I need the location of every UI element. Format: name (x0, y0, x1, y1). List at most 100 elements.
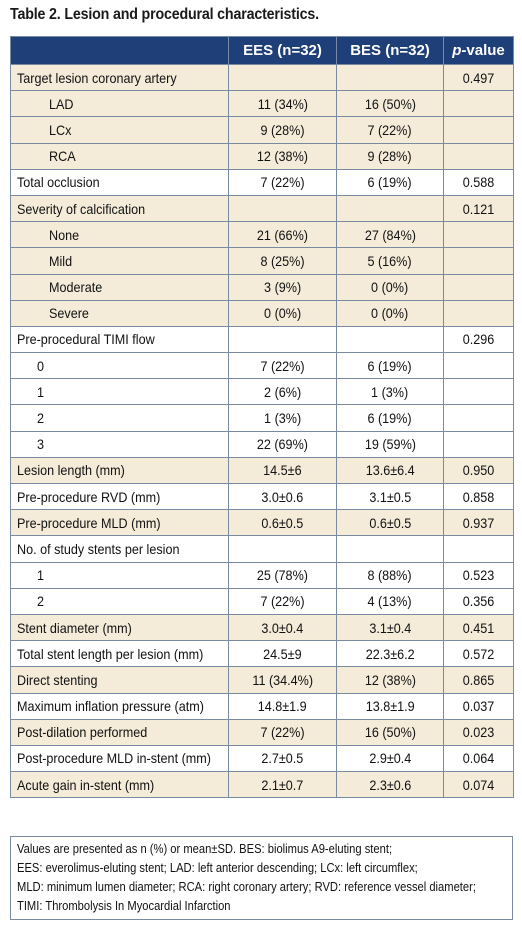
cell-ees-text: 25 (78%) (256, 567, 309, 584)
table-body: Target lesion coronary artery 0.497 LAD 11 … (10, 63, 514, 799)
row-label: Acute gain in-stent (mm) (10, 771, 229, 799)
cell-p-value: 0.023 (443, 718, 514, 746)
cell-bes: 13.6±6.4 (336, 456, 444, 485)
cell-bes-text: 27 (84%) (364, 226, 416, 243)
row-label: Stent diameter (mm) (10, 613, 229, 642)
row-label-text: Total stent length per lesion (mm) (17, 645, 204, 662)
cell-ees-text: 2.1±0.7 (261, 776, 304, 793)
cell-p-value-text: 0.121 (462, 200, 495, 217)
row-label-text: LAD (49, 95, 74, 112)
cell-bes (336, 194, 444, 223)
cell-bes-text: 7 (22%) (367, 121, 413, 138)
cell-p-value (443, 247, 514, 275)
row-label-text: Acute gain in-stent (mm) (17, 776, 155, 793)
table-row: Severity of calcification 0.121 (10, 194, 514, 223)
cell-p-value-text: 0.497 (462, 69, 495, 86)
row-label-text: Stent diameter (mm) (17, 619, 132, 636)
cell-bes-text: 0 (0%) (371, 305, 409, 322)
table-row: 1 2 (6%) 1 (3%) (10, 378, 514, 406)
cell-bes-text: 16 (50%) (364, 95, 416, 112)
cell-bes-text: 9 (28%) (367, 148, 413, 165)
cell-p-value (443, 116, 514, 144)
cell-bes: 19 (59%) (336, 430, 444, 458)
cell-bes: 6 (19%) (336, 168, 444, 196)
row-label: 3 (10, 430, 229, 458)
table-row: Direct stenting 11 (34.4%) 12 (38%) 0.865 (10, 666, 514, 694)
row-label-text: 2 (37, 593, 45, 610)
row-label: Lesion length (mm) (10, 456, 229, 485)
table-row: Total occlusion 7 (22%) 6 (19%) 0.588 (10, 168, 514, 196)
cell-p-value: 0.523 (443, 561, 514, 589)
cell-p-value-text: 0.064 (462, 750, 495, 767)
row-label: Pre-procedure MLD (mm) (10, 509, 229, 537)
cell-bes-text: 1 (3%) (371, 383, 409, 400)
table-row: Moderate 3 (9%) 0 (0%) (10, 273, 514, 301)
cell-ees-text: 14.8±1.9 (258, 698, 307, 715)
cell-p-value-text: 0.937 (462, 514, 495, 531)
row-label-text: 2 (37, 410, 45, 427)
cell-p-value-text: 0.356 (462, 593, 495, 610)
cell-bes: 6 (19%) (336, 352, 444, 380)
cell-p-value: 0.356 (443, 587, 514, 615)
cell-ees: 3.0±0.6 (228, 482, 337, 511)
cell-ees-text: 7 (22%) (260, 357, 305, 374)
table-footnote: Values are presented as n (%) or mean±SD… (10, 836, 513, 920)
row-label-text: Mild (49, 252, 73, 269)
row-label-text: RCA (49, 148, 76, 165)
table-header-row: EES (n=32) BES (n=32) p-value (10, 36, 514, 65)
table-row: Acute gain in-stent (mm) 2.1±0.7 2.3±0.6 0.… (10, 771, 514, 799)
cell-bes: 3.1±0.4 (336, 613, 444, 642)
cell-ees-text: 1 (3%) (263, 410, 302, 427)
table-row: 2 7 (22%) 4 (13%) 0.356 (10, 587, 514, 615)
cell-bes-text: 4 (13%) (367, 593, 413, 610)
cell-bes-text: 16 (50%) (364, 724, 416, 741)
table-row: Post-dilation performed 7 (22%) 16 (50%) 0.… (10, 718, 514, 746)
cell-bes-text: 6 (19%) (367, 357, 413, 374)
cell-p-value-text: 0.023 (462, 724, 495, 741)
cell-bes: 2.9±0.4 (336, 744, 444, 773)
header-p-value: p-value (443, 36, 514, 65)
cell-ees: 11 (34%) (228, 90, 337, 118)
row-label-text: Pre-procedure MLD (mm) (17, 514, 161, 531)
cell-p-value-text: 0.037 (462, 698, 495, 715)
cell-bes-text: 19 (59%) (364, 436, 416, 453)
cell-ees: 0.6±0.5 (228, 509, 337, 537)
row-label-text: Post-dilation performed (17, 724, 148, 741)
cell-ees-text: 12 (38%) (256, 148, 309, 165)
row-label-text: Target lesion coronary artery (17, 69, 177, 86)
table-row: Pre-procedure MLD (mm) 0.6±0.5 0.6±0.5 0.93… (10, 509, 514, 537)
table-row: None 21 (66%) 27 (84%) (10, 221, 514, 249)
cell-ees: 2.1±0.7 (228, 771, 337, 799)
cell-ees: 0 (0%) (228, 299, 337, 327)
row-label: Moderate (10, 273, 229, 301)
row-label: Severity of calcification (10, 194, 229, 223)
cell-bes-text: 12 (38%) (364, 671, 416, 688)
table-row: Stent diameter (mm) 3.0±0.4 3.1±0.4 0.451 (10, 613, 514, 642)
row-label-text: 0 (37, 357, 45, 374)
cell-p-value: 0.064 (443, 744, 514, 773)
row-label: Total stent length per lesion (mm) (10, 640, 229, 668)
cell-ees-text: 8 (25%) (260, 252, 305, 269)
cell-p-value (443, 221, 514, 249)
row-label: RCA (10, 142, 229, 170)
cell-bes: 7 (22%) (336, 116, 444, 144)
cell-bes: 6 (19%) (336, 404, 444, 432)
cell-p-value (443, 299, 514, 327)
cell-bes-text: 6 (19%) (367, 174, 413, 191)
cell-ees-text: 22 (69%) (256, 436, 309, 453)
table-row: Total stent length per lesion (mm) 24.5±9… (10, 640, 514, 668)
cell-ees: 2 (6%) (228, 378, 337, 406)
cell-p-value (443, 90, 514, 118)
footnote-line: Values are presented as n (%) or mean±SD… (17, 841, 393, 856)
cell-bes-text: 13.8±1.9 (365, 698, 415, 715)
cell-p-value-text: 0.588 (462, 174, 495, 191)
cell-p-value-text: 0.296 (462, 331, 495, 348)
cell-p-value: 0.451 (443, 613, 514, 642)
row-label-text: Moderate (49, 279, 103, 296)
table-row: Lesion length (mm) 14.5±6 13.6±6.4 0.950 (10, 456, 514, 485)
footnote-line: TIMI: Thrombolysis In Myocardial Infarct… (17, 898, 231, 913)
cell-ees (228, 194, 337, 223)
row-label: Target lesion coronary artery (10, 63, 229, 92)
cell-ees: 24.5±9 (228, 640, 337, 668)
table-row: 0 7 (22%) 6 (19%) (10, 352, 514, 380)
